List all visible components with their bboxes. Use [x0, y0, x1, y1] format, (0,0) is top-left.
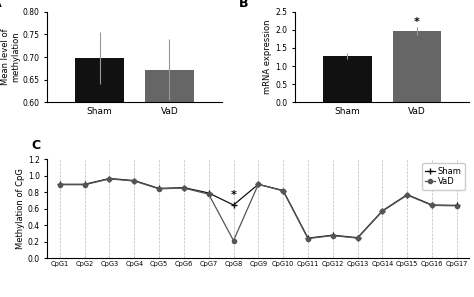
Sham	[156, 187, 162, 190]
VaD	[305, 237, 311, 240]
VaD	[454, 204, 460, 208]
Y-axis label: Methylation of CpG: Methylation of CpG	[16, 168, 25, 249]
Sham	[181, 186, 187, 189]
Sham	[280, 189, 286, 192]
Sham	[82, 183, 88, 186]
VaD	[57, 183, 63, 187]
Text: B: B	[239, 0, 249, 10]
Text: *: *	[414, 17, 420, 27]
Bar	[75, 58, 124, 297]
Bar	[145, 70, 194, 297]
Y-axis label: mRNA expression: mRNA expression	[264, 20, 273, 94]
Sham	[355, 236, 360, 239]
VaD	[181, 186, 187, 190]
Sham	[330, 233, 336, 237]
Sham	[404, 193, 410, 196]
VaD	[355, 236, 360, 240]
VaD	[206, 192, 211, 196]
Line: VaD: VaD	[58, 177, 459, 243]
VaD	[255, 183, 261, 186]
Sham	[454, 204, 460, 207]
Bar	[392, 31, 441, 102]
VaD	[330, 234, 336, 237]
Text: A: A	[0, 0, 1, 10]
Sham	[380, 209, 385, 213]
Sham	[131, 179, 137, 182]
VaD	[82, 183, 88, 187]
Sham	[107, 177, 112, 180]
Legend: Sham, VaD: Sham, VaD	[422, 163, 465, 189]
Line: Sham: Sham	[57, 176, 460, 241]
Text: *: *	[230, 189, 237, 200]
VaD	[380, 209, 385, 213]
Y-axis label: Mean level of
methylation: Mean level of methylation	[0, 29, 20, 85]
Bar	[323, 56, 372, 102]
VaD	[107, 177, 112, 181]
Sham	[429, 203, 435, 207]
VaD	[131, 179, 137, 183]
VaD	[404, 193, 410, 197]
Text: C: C	[31, 139, 40, 152]
Sham	[255, 183, 261, 186]
VaD	[429, 204, 435, 207]
Sham	[231, 203, 237, 207]
Sham	[57, 183, 63, 186]
Sham	[206, 191, 211, 195]
Sham	[305, 236, 311, 240]
VaD	[156, 187, 162, 191]
VaD	[231, 239, 237, 242]
VaD	[280, 189, 286, 193]
